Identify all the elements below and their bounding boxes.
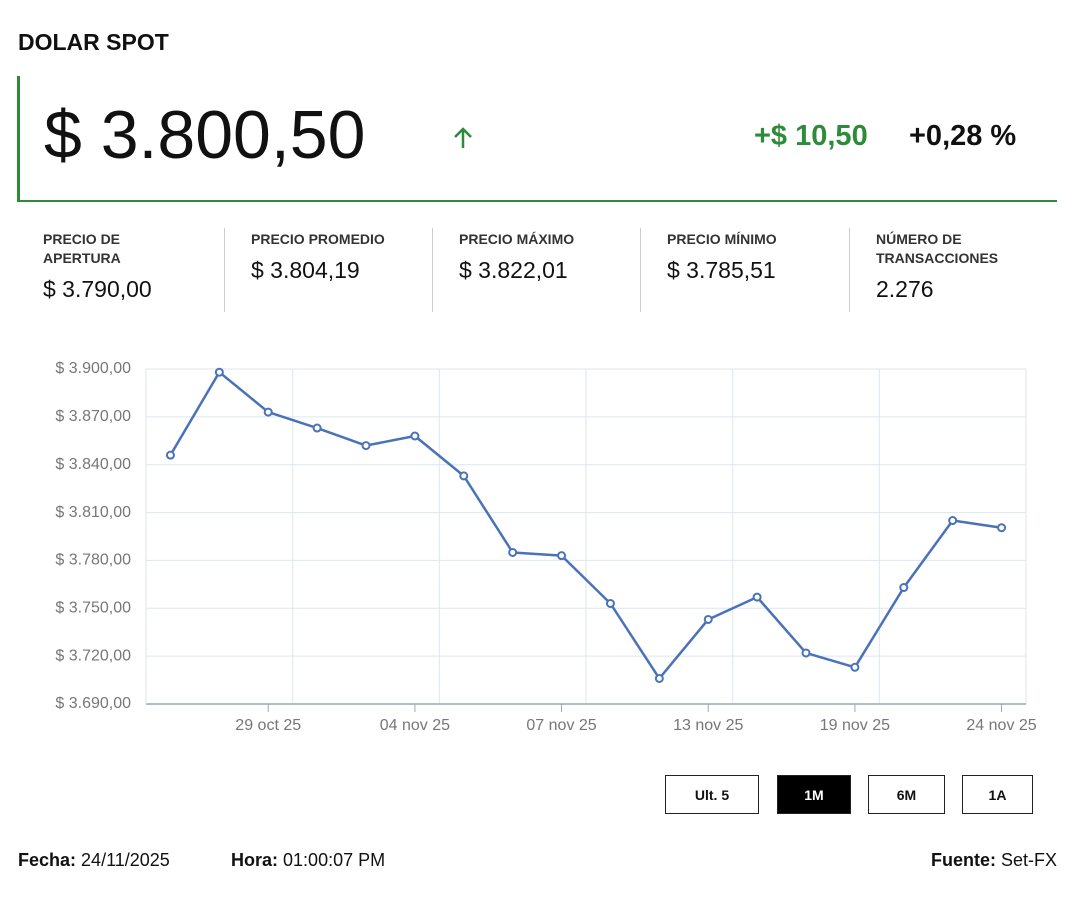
point [654,673,664,683]
stat-label: NÚMERO DE TRANSACCIONES [876,231,999,266]
x-tick-label: 13 nov 25 [673,717,743,734]
point [410,431,420,441]
range-button[interactable]: 1M [777,775,851,814]
range-button[interactable]: 1A [962,775,1033,814]
point [459,471,469,481]
point [214,367,224,377]
point [557,551,567,561]
divider [224,228,225,312]
point [997,523,1007,533]
y-tick-label: $ 3.780,00 [55,552,131,569]
range-button[interactable]: 6M [868,775,945,814]
source: Fuente: Set-FX [931,850,1057,871]
point [165,450,175,460]
x-tick-label: 19 nov 25 [820,717,890,734]
point [263,407,273,417]
source-value: Set-FX [1000,850,1057,870]
point [850,662,860,672]
line [169,370,1002,680]
point [801,648,811,658]
point [752,592,762,602]
y-tick-label: $ 3.840,00 [55,456,131,473]
date-value: 24/11/2025 [81,850,170,870]
stat-value: $ 3.804,19 [251,257,360,283]
y-tick-label: $ 3.870,00 [55,408,131,425]
point [312,423,322,433]
point [605,599,615,608]
range-button[interactable]: Ult. 5 [665,775,759,814]
stat: PRECIO MÁXIMO $ 3.822,01 [459,230,639,284]
stat-value: $ 3.790,00 [43,276,152,302]
divider [640,228,641,312]
stat: NÚMERO DE TRANSACCIONES 2.276 [876,230,1056,303]
change: +$ 10,50 [754,120,868,152]
point [508,547,518,557]
stat: PRECIO PROMEDIO $ 3.804,19 [251,230,431,284]
stat-value: $ 3.822,01 [459,257,568,283]
y-tick-label: $ 3.690,00 [55,695,131,712]
price: $ 3.800,50 [44,97,366,173]
stat-value: $ 3.785,51 [667,257,776,283]
y-tick-label: $ 3.900,00 [55,360,131,377]
stat: PRECIO MÍNIMO $ 3.785,51 [667,230,847,284]
price-box [17,76,1057,202]
point [361,441,371,451]
stat-label: PRECIO MÍNIMO [667,231,777,247]
stat: PRECIO DE APERTURA $ 3.790,00 [43,230,223,303]
title: DOLAR SPOT [18,29,169,55]
time-label: Hora: [231,850,279,870]
time: Hora: 01:00:07 PM [231,850,385,871]
point [899,583,909,593]
divider [432,228,433,312]
y-tick-label: $ 3.720,00 [55,647,131,664]
x-tick-label: 07 nov 25 [526,717,596,734]
stat-value: 2.276 [876,276,934,302]
source-label: Fuente: [930,850,996,870]
stat-label: PRECIO PROMEDIO [251,231,385,247]
y-tick-label: $ 3.750,00 [55,600,131,617]
date: Fecha: 24/11/2025 [18,850,170,871]
stat-label: PRECIO MÁXIMO [459,231,575,247]
y-tick-label: $ 3.810,00 [55,504,131,521]
divider [849,228,850,312]
chart: $ 3.690,00 $ 3.720,00 $ 3.750,00 $ 3.780,00… [55,360,1036,734]
x-tick-label: 29 oct 25 [235,717,301,734]
date-label: Fecha: [18,850,77,870]
time-value: 01:00:07 PM [283,850,386,870]
change-percent: +0,28 % [909,120,1017,152]
stat-label: PRECIO DE APERTURA [43,231,121,266]
point [703,614,713,624]
x-tick-label: 04 nov 25 [380,717,450,734]
point [948,516,958,526]
up-arrow [454,127,472,148]
x-tick-label: 24 nov 25 [966,717,1036,734]
